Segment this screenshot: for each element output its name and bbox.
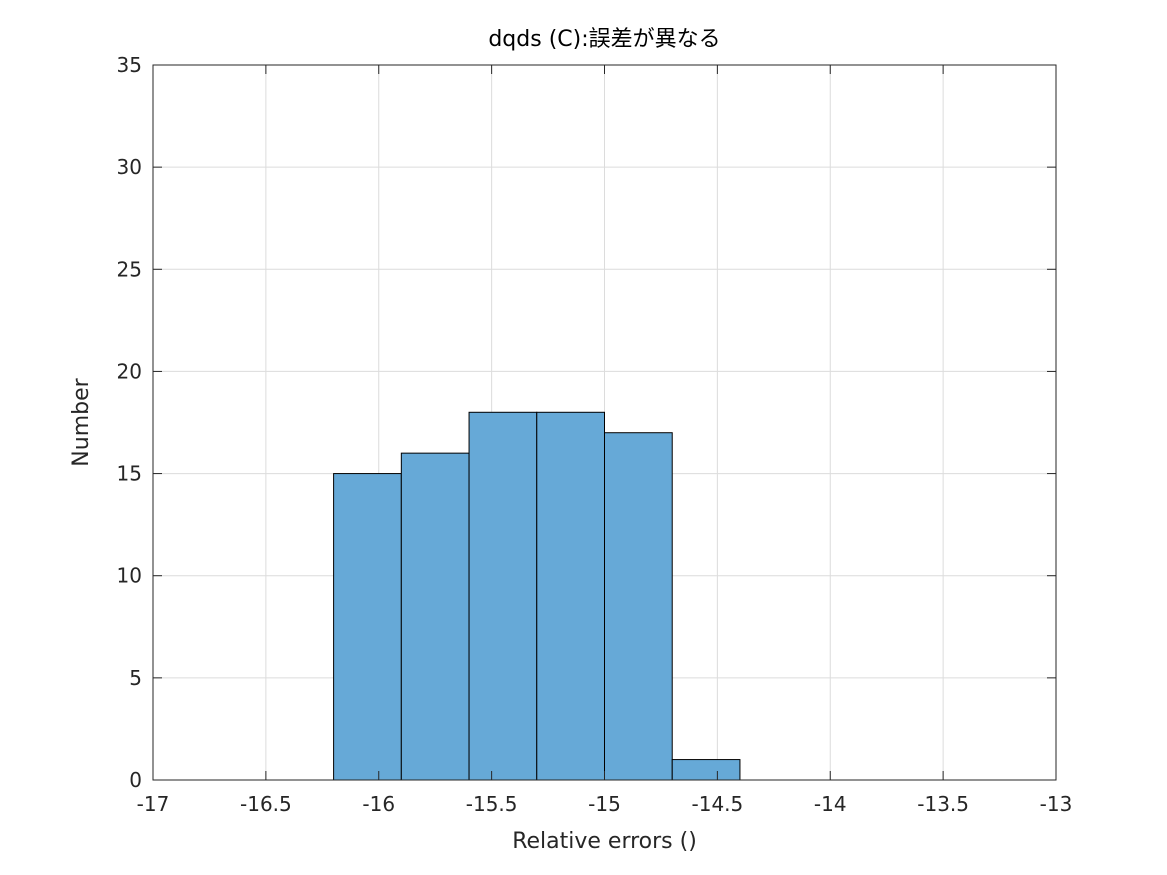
y-tick-label: 10 xyxy=(117,564,142,588)
x-tick-label: -16.5 xyxy=(240,792,292,816)
histogram-bar xyxy=(400,452,470,781)
chart-title: dqds (C):誤差が異なる xyxy=(488,27,720,52)
y-tick-label: 20 xyxy=(117,359,142,383)
histogram-bar xyxy=(671,759,741,781)
x-tick-label: -14 xyxy=(814,792,847,816)
histogram-bar xyxy=(536,411,606,781)
axis-ticks xyxy=(152,64,1057,781)
y-axis-label: Number xyxy=(69,377,94,466)
x-tick-label: -13.5 xyxy=(917,792,969,816)
x-tick-label: -14.5 xyxy=(692,792,744,816)
histogram-bar xyxy=(604,432,673,781)
histogram-bars xyxy=(333,411,741,781)
x-tick-label: -15.5 xyxy=(466,792,518,816)
x-tick-label: -13 xyxy=(1040,792,1073,816)
x-tick-labels: -17 -16.5 -16 -15.5 -15 -14.5 -14 -13.5 -13 xyxy=(137,792,1073,816)
y-tick-label: 5 xyxy=(129,666,142,690)
y-tick-label: 35 xyxy=(117,53,142,77)
y-tick-labels: 0 5 10 15 20 25 30 35 xyxy=(117,53,142,792)
y-tick-label: 25 xyxy=(117,257,142,281)
y-tick-label: 15 xyxy=(117,462,142,486)
x-tick-label: -16 xyxy=(362,792,395,816)
histogram-bar xyxy=(333,473,402,781)
y-tick-label: 0 xyxy=(129,768,142,792)
x-tick-label: -17 xyxy=(137,792,170,816)
y-tick-label: 30 xyxy=(117,155,142,179)
x-tick-label: -15 xyxy=(588,792,621,816)
histogram-bar xyxy=(468,411,538,781)
x-axis-label: Relative errors () xyxy=(512,829,697,854)
